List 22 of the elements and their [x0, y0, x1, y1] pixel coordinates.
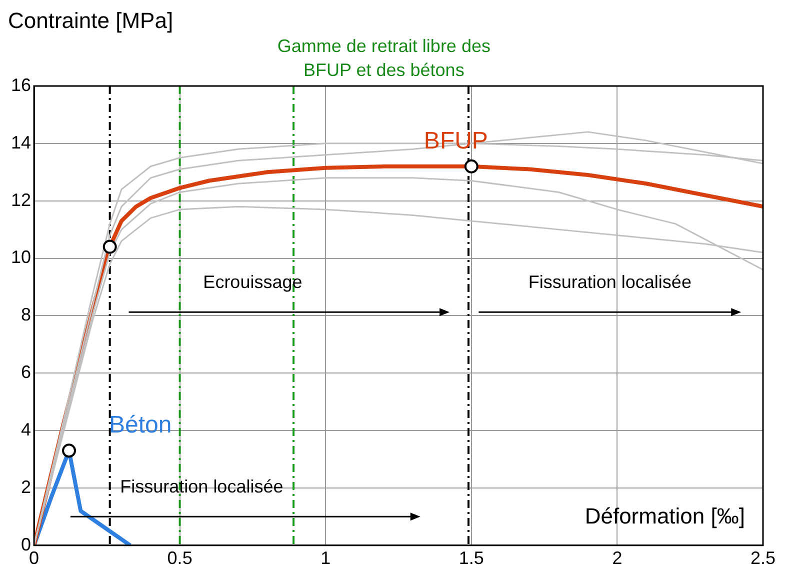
x-tick-label: 1.5 — [458, 548, 484, 568]
x-tick-label: 2 — [612, 548, 622, 568]
y-tick-label: 16 — [10, 74, 32, 95]
y-tick-label: 8 — [21, 304, 32, 325]
x-tick-label: 2.5 — [750, 548, 776, 568]
x-axis-title: Déformation [‰] — [584, 503, 745, 528]
x-tick-label: 1 — [320, 548, 331, 568]
x-tick-label: 0.5 — [167, 548, 192, 568]
y-tick-label: 0 — [21, 534, 32, 554]
y-tick-label: 14 — [10, 132, 32, 152]
series-label: Béton — [109, 412, 172, 439]
series-label: BFUP — [424, 127, 488, 154]
y-axis-title: Contrainte [MPa] — [8, 8, 174, 33]
text: Gamme de retrait libre des BFUP et des bétons — [277, 36, 490, 80]
annotation: Ecrouissage — [203, 272, 302, 292]
y-tick-label: 2 — [21, 476, 32, 497]
y-tick-label: 12 — [10, 190, 32, 210]
y-tick-label: 4 — [21, 420, 32, 440]
annotation: Fissuration localisée — [528, 272, 692, 292]
annotation: Fissuration localisée — [120, 476, 284, 497]
y-tick-label: 10 — [10, 247, 32, 268]
y-tick-label: 6 — [21, 362, 32, 382]
